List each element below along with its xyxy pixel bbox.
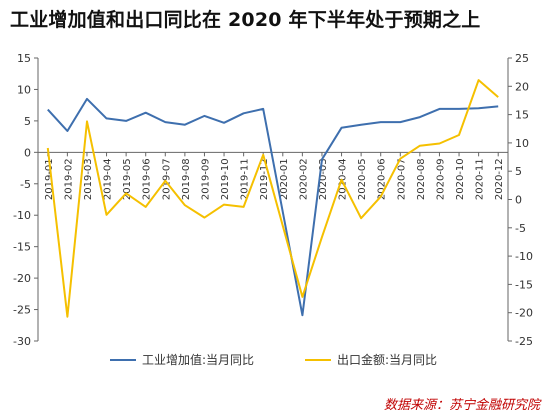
right-tick-label: -10 — [515, 250, 533, 263]
x-tick-label: 2019-11 — [240, 158, 251, 200]
chart-title: 工业增加值和出口同比在 2020 年下半年处于预期之上 — [10, 9, 481, 31]
axes-layer: 15 10 5 0 -5 -10 -15 -20 -25 -30 25 20 15 10 5 0 -5 -10 -1… — [13, 52, 533, 348]
right-tick-label: -5 — [515, 222, 526, 235]
x-tick-label: 2020-03 — [318, 158, 329, 200]
legend: 工业增加值:当月同比 出口金额:当月同比 — [110, 352, 437, 367]
lines-layer — [46, 79, 499, 318]
right-tick-label: 20 — [515, 80, 529, 93]
left-tick-label: 10 — [17, 83, 31, 96]
series-line-2 — [46, 79, 499, 318]
x-tick-label: 2020-04 — [338, 158, 349, 200]
x-tick-label: 2020-01 — [279, 158, 290, 200]
data-source: 数据来源：苏宁金融研究院 — [383, 398, 540, 413]
x-tick-label: 2019-01 — [44, 158, 55, 200]
legend-label-2: 出口金额:当月同比 — [337, 352, 437, 367]
x-tick-label: 2019-09 — [200, 158, 211, 200]
x-tick-label: 2020-10 — [455, 158, 466, 200]
left-tick-label: 15 — [17, 52, 31, 65]
x-tick-label: 2020-07 — [396, 158, 407, 200]
left-tick-label: -10 — [13, 209, 31, 222]
left-tick-label: 5 — [24, 115, 31, 128]
x-tick-label: 2019-03 — [83, 158, 94, 200]
x-tick-label: 2019-12 — [259, 158, 270, 200]
legend-label-1: 工业增加值:当月同比 — [142, 352, 254, 367]
left-tick-label: -25 — [13, 304, 31, 317]
left-tick-label: -30 — [13, 335, 31, 348]
right-tick-label: 15 — [515, 109, 529, 122]
right-tick-label: -25 — [515, 335, 533, 348]
x-tick-label: 2019-10 — [220, 158, 231, 200]
x-tick-label: 2020-09 — [435, 158, 446, 200]
left-tick-label: -15 — [13, 241, 31, 254]
right-tick-label: 25 — [515, 52, 529, 65]
x-tick-label: 2019-04 — [103, 158, 114, 200]
left-tick-label: -20 — [13, 272, 31, 285]
series-line-1 — [47, 97, 499, 317]
right-tick-label: -20 — [515, 307, 533, 320]
x-tick-label: 2020-08 — [416, 158, 427, 200]
x-tick-label: 2020-02 — [298, 158, 309, 200]
right-tick-label: 10 — [515, 137, 529, 150]
x-tick-label: 2019-08 — [181, 158, 192, 200]
x-tick-label: 2019-02 — [63, 158, 74, 200]
right-tick-label: -15 — [515, 278, 533, 291]
left-tick-label: 0 — [24, 146, 31, 159]
x-tick-label: 2019-06 — [142, 158, 153, 200]
left-tick-label: -5 — [20, 178, 31, 191]
x-tick-label: 2020-06 — [377, 158, 388, 200]
x-tick-label: 2019-07 — [161, 158, 172, 200]
x-tick-label: 2020-05 — [357, 158, 368, 200]
x-tick-label: 2020-12 — [494, 158, 505, 200]
x-tick-label: 2020-11 — [475, 158, 486, 200]
right-tick-label: 0 — [515, 194, 522, 207]
right-tick-label: 5 — [515, 165, 522, 178]
x-tick-label: 2019-05 — [122, 158, 133, 200]
